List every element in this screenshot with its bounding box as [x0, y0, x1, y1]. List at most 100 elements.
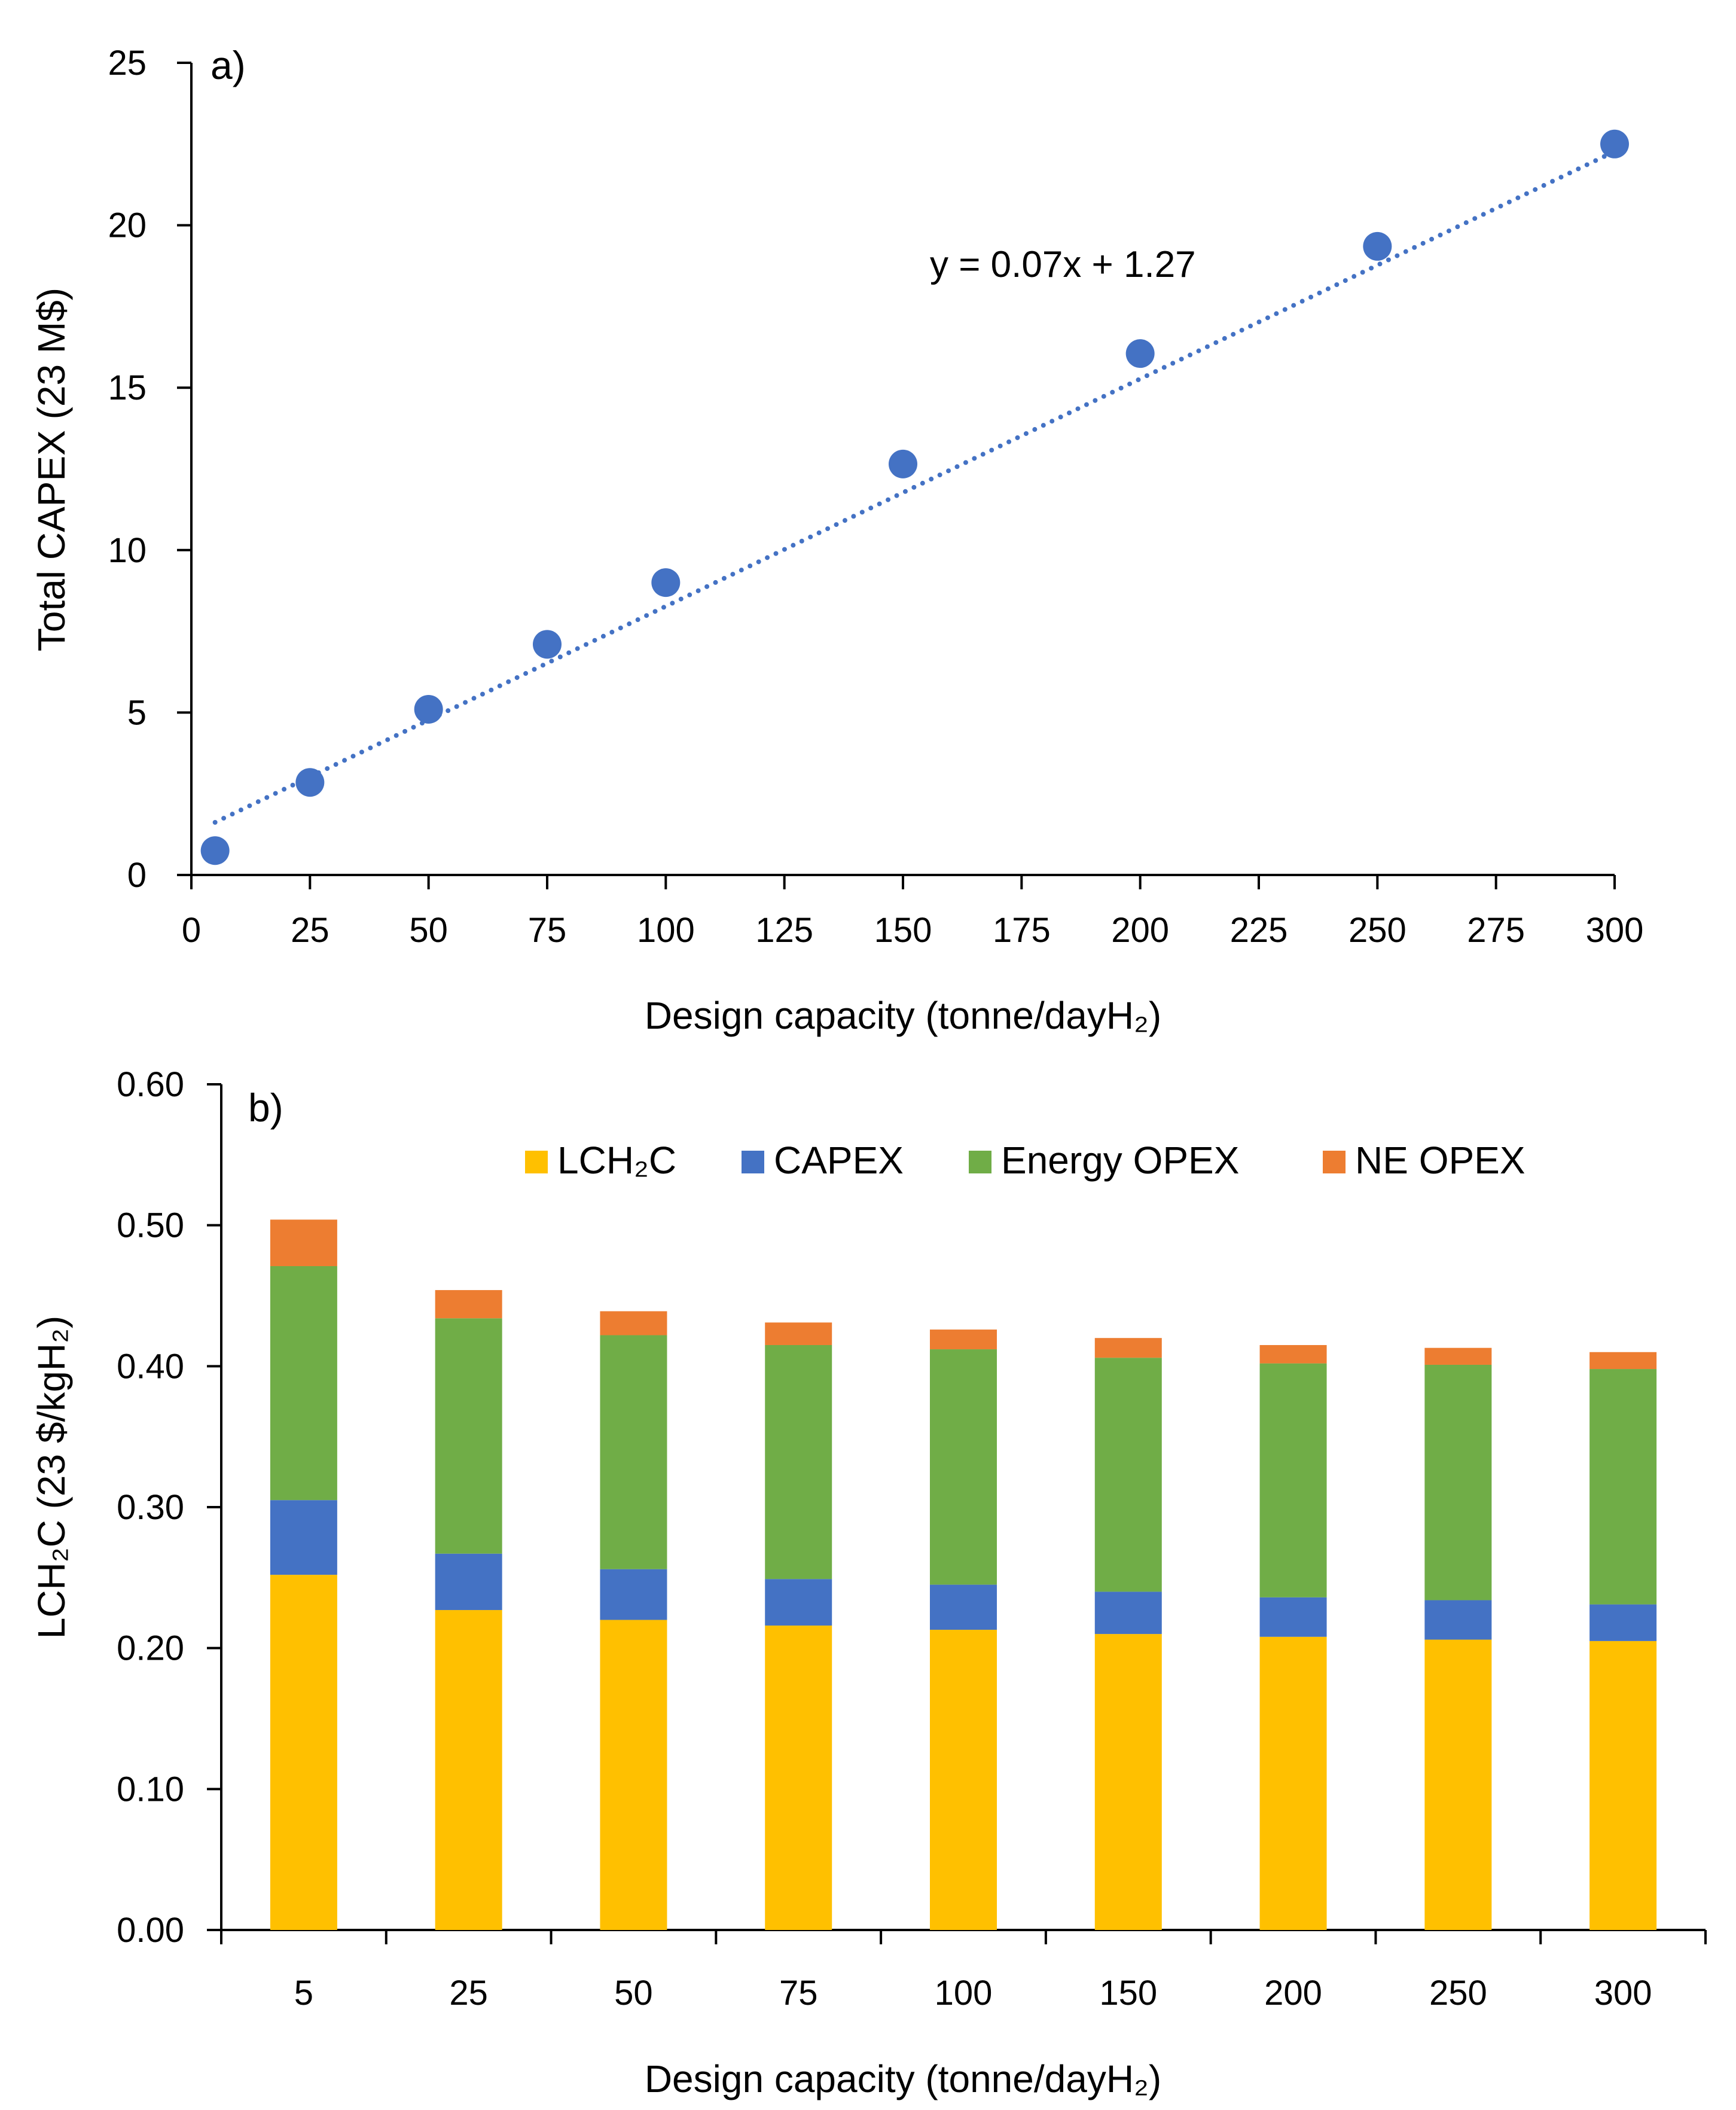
chart-a-x-tick-label: 100: [637, 911, 695, 950]
chart-a-x-tick-label: 275: [1467, 911, 1525, 950]
chart-a-y-tick-label: 0: [127, 856, 147, 895]
chart-b-bar-lch-c: [1259, 1636, 1327, 1930]
chart-b-bar-energy-opex: [1094, 1358, 1162, 1592]
chart-b-bar-lch-c: [600, 1620, 667, 1930]
chart-a-data-point: [533, 630, 562, 659]
chart-b-bar-capex: [600, 1569, 667, 1620]
chart-b-bar-energy-opex: [765, 1344, 832, 1580]
chart-b-y-tick-label: 0.60: [117, 1065, 184, 1104]
chart-b-x-tick-label: 200: [1264, 1974, 1322, 2013]
chart-a-data-point: [651, 568, 681, 597]
chart-b-x-tick-label: 25: [449, 1974, 488, 2013]
chart-a-scatter: 0 5 10 15 20 25 0 25 50 75 100 125 150 175 200 225 250 2…: [30, 43, 1643, 1037]
chart-a-x-tick-label: 250: [1348, 911, 1407, 950]
chart-b-legend-swatch: [969, 1151, 991, 1173]
chart-b-y-tick-label: 0.50: [117, 1206, 184, 1245]
chart-b-legend-swatch: [525, 1151, 548, 1173]
chart-b-x-ticks: 5 25 50 75 100 150 200 250 300: [220, 1930, 1707, 2013]
chart-a-x-tick-label: 125: [755, 911, 813, 950]
chart-b-bar-ne-opex: [435, 1290, 502, 1319]
chart-b-bar-energy-opex: [1259, 1363, 1327, 1597]
chart-a-data-point: [295, 768, 325, 797]
chart-b-y-tick-label: 0.00: [117, 1911, 184, 1950]
chart-a-x-tick-label: 75: [528, 911, 567, 950]
chart-a-points: [200, 129, 1629, 865]
chart-a-data-point: [200, 836, 230, 865]
chart-a-y-tick-label: 25: [108, 44, 147, 83]
chart-b-x-tick-label: 150: [1099, 1974, 1157, 2013]
chart-b-legend-label: Energy OPEX: [1001, 1139, 1239, 1182]
chart-b-bar-energy-opex: [600, 1335, 667, 1569]
chart-b-bar-ne-opex: [1589, 1352, 1657, 1370]
chart-a-x-tick-label: 50: [409, 911, 448, 950]
chart-b-bar-lch-c: [1094, 1634, 1162, 1930]
chart-b-bar-capex: [1589, 1604, 1657, 1641]
chart-b-legend-label: NE OPEX: [1355, 1139, 1526, 1182]
chart-b-bar-capex: [930, 1584, 997, 1630]
chart-a-x-tick-label: 300: [1586, 911, 1644, 950]
chart-b-x-tick-label: 5: [294, 1974, 313, 2013]
chart-b-y-tick-label: 0.10: [117, 1770, 184, 1809]
chart-b-bar-ne-opex: [765, 1322, 832, 1345]
chart-b-y-tick-label: 0.30: [117, 1488, 184, 1527]
chart-b-bar-lch-c: [1424, 1639, 1492, 1930]
chart-b-bar-energy-opex: [1589, 1369, 1657, 1605]
chart-a-y-tick-label: 5: [127, 693, 147, 732]
chart-b-bar-ne-opex: [930, 1330, 997, 1350]
chart-b-bar-energy-opex: [435, 1318, 502, 1554]
chart-b-bar-ne-opex: [600, 1311, 667, 1335]
chart-b-bar-capex: [270, 1500, 337, 1575]
chart-b-bar-lch-c: [270, 1575, 337, 1930]
chart-b-bar-capex: [1259, 1597, 1327, 1637]
chart-a-trendline-group: [212, 149, 1617, 825]
chart-b-x-tick-label: 50: [614, 1974, 653, 2013]
chart-b-legend-label: LCH₂C: [557, 1139, 676, 1182]
chart-b-bar-capex: [765, 1579, 832, 1626]
chart-a-x-tick-label: 25: [291, 911, 329, 950]
chart-a-y-axis-label: Total CAPEX (23 M$): [30, 288, 73, 651]
chart-b-bar-lch-c: [930, 1630, 997, 1930]
chart-b-bar-lch-c: [765, 1625, 832, 1930]
chart-b-stacked-bar: 0.00 0.10 0.20 0.30 0.40 0.50 0.60 5 25 50 75 100 1…: [30, 1065, 1707, 2100]
chart-a-x-tick-label: 175: [993, 911, 1051, 950]
chart-b-legend-swatch: [742, 1151, 764, 1173]
chart-b-y-tick-label: 0.40: [117, 1347, 184, 1386]
chart-a-x-tick-label: 200: [1111, 911, 1169, 950]
chart-a-data-point: [889, 449, 917, 478]
chart-b-panel-label: b): [248, 1086, 283, 1130]
chart-a-y-tick-label: 10: [108, 531, 147, 570]
chart-a-x-tick-label: 150: [874, 911, 932, 950]
chart-b-bar-capex: [1094, 1591, 1162, 1635]
chart-b-legend-swatch: [1323, 1151, 1346, 1173]
chart-b-bar-ne-opex: [1259, 1344, 1327, 1364]
chart-b-x-tick-label: 250: [1429, 1974, 1487, 2013]
chart-a-x-tick-label: 0: [182, 911, 201, 950]
chart-b-y-axis-label: LCH₂C (23 $/kgH₂): [30, 1316, 73, 1639]
chart-b-x-axis-label: Design capacity (tonne/dayH₂): [645, 2057, 1161, 2100]
chart-a-x-ticks: 0 25 50 75 100 125 150 175 200 225 250 275 300: [182, 875, 1644, 950]
chart-b-bar-energy-opex: [930, 1349, 997, 1585]
chart-b-bar-ne-opex: [1094, 1338, 1162, 1358]
chart-a-x-axis-label: Design capacity (tonne/dayH₂): [645, 994, 1161, 1037]
chart-a-data-point: [1600, 129, 1629, 158]
chart-a-data-point: [1125, 339, 1155, 368]
chart-b-bar-capex: [435, 1553, 502, 1611]
chart-b-bar-energy-opex: [1424, 1364, 1492, 1600]
chart-b-legend-label: CAPEX: [774, 1139, 904, 1182]
chart-b-bar-capex: [1424, 1600, 1492, 1640]
chart-a-x-tick-label: 225: [1230, 911, 1288, 950]
chart-a-y-ticks: 0 5 10 15 20 25: [108, 44, 191, 895]
chart-a-y-tick-label: 15: [108, 368, 147, 407]
chart-b-bar-energy-opex: [270, 1266, 337, 1501]
chart-a-data-point: [414, 694, 443, 724]
chart-a-trendline: [212, 149, 1617, 825]
chart-b-bar-ne-opex: [270, 1219, 337, 1267]
chart-b-y-tick-label: 0.20: [117, 1629, 184, 1668]
chart-b-bar-lch-c: [1589, 1641, 1657, 1930]
chart-b-legend: LCH₂C CAPEX Energy OPEX NE OPEX: [525, 1139, 1526, 1182]
chart-b-y-ticks: 0.00 0.10 0.20 0.30 0.40 0.50 0.60: [117, 1065, 221, 1950]
chart-a-data-point: [1363, 231, 1392, 261]
chart-a-panel-label: a): [210, 43, 246, 87]
chart-b-x-tick-label: 75: [779, 1974, 818, 2013]
chart-a-y-tick-label: 20: [108, 206, 147, 245]
